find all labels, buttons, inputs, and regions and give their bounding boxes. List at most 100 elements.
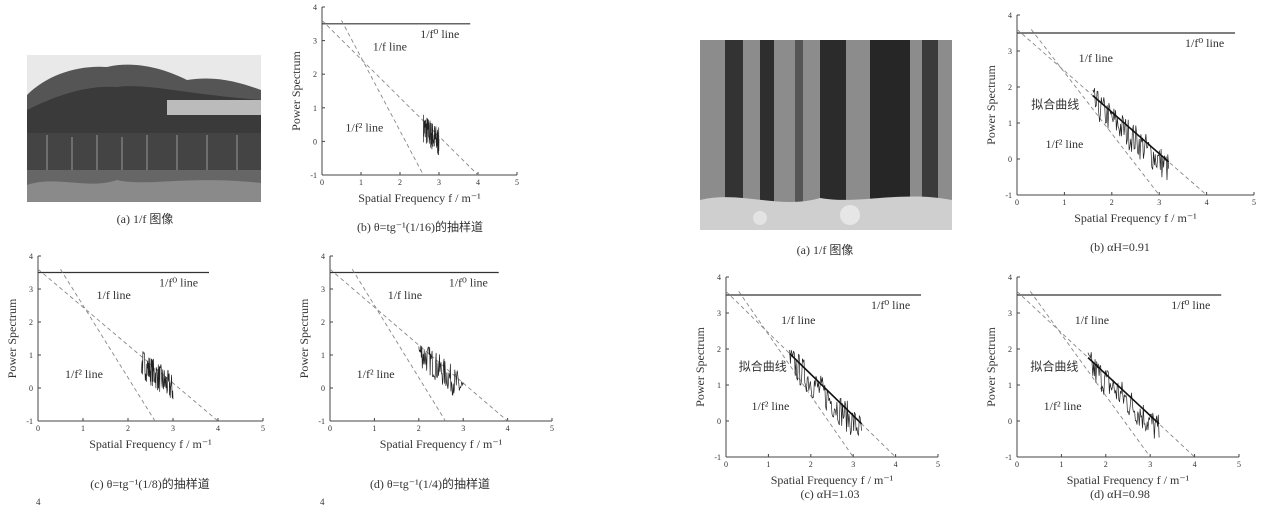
power-spectrum-trace	[1092, 88, 1170, 181]
x-tick-label: 3	[171, 424, 175, 433]
y-axis-label: Power Spectrum	[5, 298, 19, 378]
fitted-curve	[1087, 357, 1160, 425]
y-tick-label: 4	[717, 273, 721, 282]
y-tick-label: 3	[1008, 309, 1012, 318]
line-f2	[60, 268, 156, 422]
y-axis-label: Power Spectrum	[297, 298, 311, 378]
x-axis-label: Spatial Frequency f / m⁻¹	[771, 473, 894, 487]
photo-trees-water	[27, 55, 261, 202]
x-tick-label: 4	[894, 460, 898, 469]
x-axis-label: Spatial Frequency f / m⁻¹	[89, 437, 212, 451]
y-tick-label: 3	[313, 37, 317, 46]
figure-caption: (b) θ=tg⁻¹(1/16)的抽样道	[356, 220, 484, 234]
label-f0-line: 1/f⁰ line	[420, 27, 459, 41]
label-f1-line: 1/f line	[1075, 313, 1109, 327]
label-f0-line: 1/f⁰ line	[1185, 36, 1224, 50]
x-tick-label: 0	[1015, 198, 1019, 207]
y-tick-label: 0	[717, 417, 721, 426]
x-tick-label: 0	[36, 424, 40, 433]
x-axis-label: Spatial Frequency f / m⁻¹	[1074, 211, 1197, 225]
label-f1-line: 1/f line	[1079, 51, 1113, 65]
figure-caption: (a) 1/f 图像	[116, 212, 174, 226]
y-tick-label: -1	[318, 417, 325, 426]
figure-caption: (d) θ=tg⁻¹(1/4)的抽样道	[369, 477, 491, 491]
x-tick-label: 3	[1148, 460, 1152, 469]
y-tick-label: -1	[1005, 191, 1012, 200]
x-tick-label: 5	[1237, 460, 1241, 469]
y-tick-label: -1	[714, 453, 721, 462]
line-f2	[351, 268, 446, 422]
y-tick-label: 4	[1008, 11, 1012, 20]
y-tick-label: 4	[313, 3, 317, 12]
y-tick-label: 2	[1008, 345, 1012, 354]
label-f2-line: 1/f² line	[357, 367, 395, 381]
label-f2-line: 1/f² line	[1045, 137, 1083, 151]
y-tick-label: 1	[313, 104, 317, 113]
x-tick-label: 2	[1104, 460, 1108, 469]
x-tick-label: 3	[851, 460, 855, 469]
y-tick-label: 2	[717, 345, 721, 354]
y-tick-label: 0	[321, 384, 325, 393]
fitted-curve	[1092, 95, 1170, 163]
power-spectrum-trace	[789, 349, 863, 436]
y-tick-label: 4	[1008, 273, 1012, 282]
x-tick-label: 4	[476, 178, 480, 187]
x-tick-label: 1	[359, 178, 363, 187]
x-tick-label: 5	[261, 424, 265, 433]
fit-curve-label: 拟合曲线	[1031, 97, 1079, 112]
x-tick-label: 2	[398, 178, 402, 187]
y-tick-label: 2	[29, 318, 33, 327]
label-f1-line: 1/f line	[373, 40, 407, 54]
x-axis-label: Spatial Frequency f / m⁻¹	[358, 191, 481, 205]
x-tick-label: 4	[1205, 198, 1209, 207]
line-f1	[37, 268, 219, 422]
y-axis-label: Power Spectrum	[984, 65, 998, 145]
stray-tick-label: 4	[320, 497, 325, 507]
y-tick-label: -1	[310, 171, 317, 180]
x-tick-label: 1	[1059, 460, 1063, 469]
fitted-curve	[789, 352, 863, 425]
x-tick-label: 3	[461, 424, 465, 433]
y-tick-label: 1	[321, 351, 325, 360]
y-tick-label: 1	[1008, 381, 1012, 390]
line-f2	[1029, 291, 1151, 458]
y-tick-label: 2	[313, 70, 317, 79]
x-tick-label: 2	[1110, 198, 1114, 207]
fit-curve-label: 拟合曲线	[739, 359, 787, 374]
x-tick-label: 3	[437, 178, 441, 187]
label-f0-line: 1/f⁰ line	[449, 276, 488, 290]
x-tick-label: 4	[1193, 460, 1197, 469]
y-tick-label: 0	[1008, 155, 1012, 164]
y-tick-label: 3	[717, 309, 721, 318]
power-spectrum-trace	[418, 345, 464, 396]
power-spectrum-trace	[423, 114, 440, 156]
figure-caption: (c) θ=tg⁻¹(1/8)的抽样道	[90, 477, 210, 491]
x-axis-label: Spatial Frequency f / m⁻¹	[1067, 473, 1190, 487]
power-spectrum-trace	[1087, 352, 1160, 439]
y-tick-label: 3	[321, 285, 325, 294]
figure-caption: (c) αH=1.03	[800, 487, 860, 501]
label-f2-line: 1/f² line	[345, 120, 383, 134]
x-tick-label: 4	[216, 424, 220, 433]
x-tick-label: 0	[724, 460, 728, 469]
y-tick-label: 0	[29, 384, 33, 393]
x-tick-label: 5	[550, 424, 554, 433]
y-tick-label: 1	[29, 351, 33, 360]
y-tick-label: 0	[313, 137, 317, 146]
x-tick-label: 4	[506, 424, 510, 433]
line-f1	[329, 268, 508, 422]
x-tick-label: 0	[1015, 460, 1019, 469]
x-axis-label: Spatial Frequency f / m⁻¹	[380, 437, 503, 451]
x-tick-label: 1	[372, 424, 376, 433]
power-spectrum-trace	[141, 351, 174, 400]
y-axis-label: Power Spectrum	[693, 327, 707, 407]
label-f1-line: 1/f line	[388, 288, 422, 302]
label-f0-line: 1/f⁰ line	[871, 298, 910, 312]
y-tick-label: 2	[1008, 83, 1012, 92]
x-tick-label: 3	[1157, 198, 1161, 207]
